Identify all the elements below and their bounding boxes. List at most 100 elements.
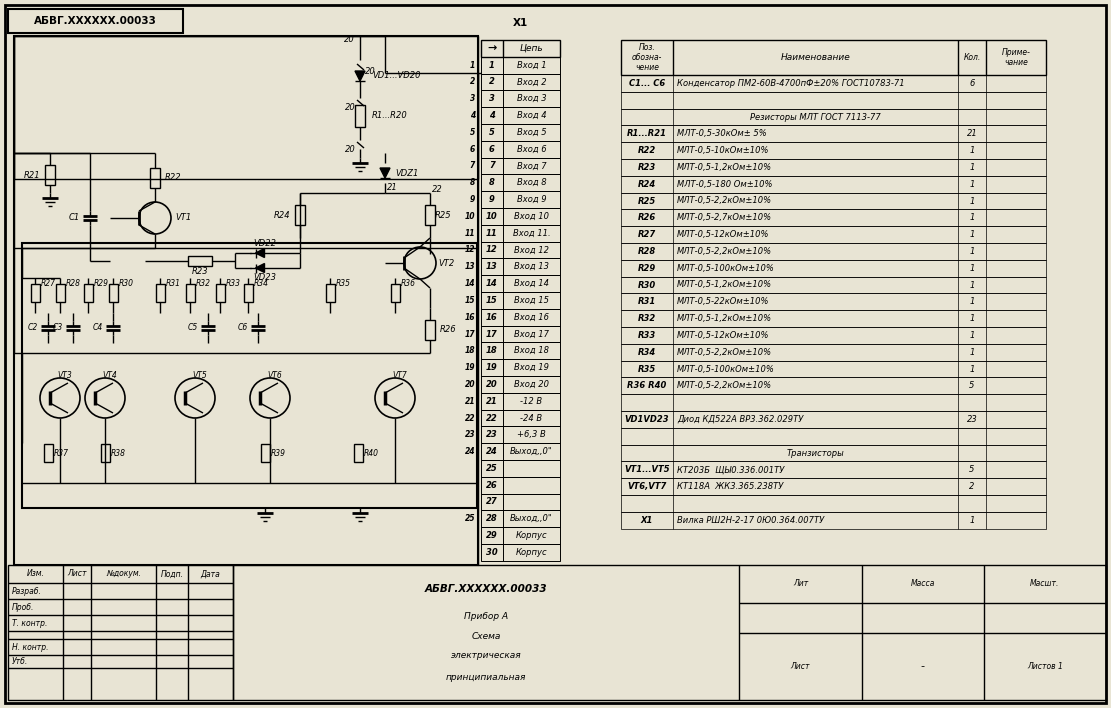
Text: C3: C3 [52,324,63,333]
Bar [8,9,183,33]
Text: Цепь: Цепь [520,44,543,53]
Bar [481,476,560,493]
Text: принципиальная: принципиальная [446,673,527,682]
Text: МЛТ-0,5-10кОм±10%: МЛТ-0,5-10кОм±10% [677,146,770,155]
Bar [621,40,1045,75]
Bar [621,142,1045,159]
Text: МЛТ-0,5-1,2кОм±10%: МЛТ-0,5-1,2кОм±10% [677,163,772,172]
Text: 1: 1 [489,61,494,69]
Bar [481,141,560,158]
Bar [621,92,1045,108]
Text: R31: R31 [166,278,181,287]
Text: 21: 21 [464,396,476,406]
Text: R32: R32 [638,314,657,323]
Bar [481,426,560,443]
Bar [481,191,560,208]
Text: 10: 10 [464,212,476,221]
Text: Вход 9: Вход 9 [517,195,547,204]
Text: Вход 13: Вход 13 [514,262,549,271]
Bar [296,205,306,225]
Bar [156,284,164,302]
Text: МЛТ-0,5-12кОм±10%: МЛТ-0,5-12кОм±10% [677,331,770,340]
Bar [621,478,1045,495]
Text: R36: R36 [401,278,416,287]
Text: 1: 1 [969,331,974,340]
Bar [481,208,560,225]
Text: 20: 20 [487,380,498,389]
Bar [481,493,560,510]
Text: Вход 10: Вход 10 [514,212,549,221]
Bar [426,205,436,225]
Text: R35: R35 [638,365,657,374]
Text: VT3: VT3 [58,370,72,379]
Text: R28: R28 [66,278,81,287]
Text: C1... C6: C1... C6 [629,79,665,88]
Text: +6,3 В: +6,3 В [517,430,546,439]
Text: 5: 5 [969,465,974,474]
Text: R31: R31 [638,297,657,307]
Bar [43,444,52,462]
Bar [8,565,233,700]
Bar [621,176,1045,193]
Text: Вход 4: Вход 4 [517,111,547,120]
Text: МЛТ-0,5-100кОм±10%: МЛТ-0,5-100кОм±10% [677,365,774,374]
Text: 15: 15 [464,296,476,305]
Text: VT6: VT6 [268,370,282,379]
Bar [109,284,118,302]
Bar [46,165,56,185]
Bar [186,284,194,302]
Text: 2: 2 [470,77,476,86]
Text: 23: 23 [487,430,498,439]
Text: R25: R25 [638,197,657,205]
Text: 3: 3 [489,94,494,103]
Bar [621,193,1045,210]
Text: КТ118А  ЖК3.365.238ТУ: КТ118А ЖК3.365.238ТУ [677,482,783,491]
Text: 2: 2 [969,482,974,491]
Text: МЛТ-0,5-1,2кОм±10%: МЛТ-0,5-1,2кОм±10% [677,314,772,323]
Text: Вход 20: Вход 20 [514,380,549,389]
Text: C6: C6 [238,324,248,333]
Text: Лит: Лит [793,579,808,588]
Text: 20: 20 [346,146,356,154]
Text: R21: R21 [23,171,40,180]
Text: R30: R30 [119,278,134,287]
Bar [621,277,1045,293]
Text: 1: 1 [470,61,476,69]
Text: 25: 25 [487,464,498,473]
Text: -24 В: -24 В [520,413,542,423]
Text: C2: C2 [28,324,38,333]
Bar [481,309,560,326]
Text: R1...R20: R1...R20 [372,111,408,120]
Bar [481,527,560,544]
Text: X1: X1 [641,515,653,525]
Text: Выход,,0": Выход,,0" [510,447,553,456]
Text: 26: 26 [487,481,498,490]
Bar [621,462,1045,478]
Text: 18: 18 [464,346,476,355]
Text: VDZ1: VDZ1 [396,169,419,178]
Text: R26: R26 [638,213,657,222]
Text: Вход 5: Вход 5 [517,128,547,137]
Text: АБВГ.XXXXXX.00033: АБВГ.XXXXXX.00033 [424,584,548,594]
Text: 15: 15 [487,296,498,305]
Text: 11: 11 [487,229,498,238]
Text: электрическая: электрическая [451,651,521,660]
Polygon shape [380,168,390,178]
Text: 16: 16 [464,313,476,321]
Bar [481,241,560,258]
Text: R34: R34 [638,348,657,357]
Text: Дата: Дата [201,569,220,578]
Text: Прибор А: Прибор А [464,612,508,621]
Bar [621,310,1045,327]
Bar [481,225,560,241]
Text: 18: 18 [487,346,498,355]
Text: Схема: Схема [471,632,501,641]
Text: VD23: VD23 [253,273,277,282]
Text: R37: R37 [54,448,69,457]
Text: МЛТ-0,5-30кОм± 5%: МЛТ-0,5-30кОм± 5% [677,130,767,138]
Text: R28: R28 [638,247,657,256]
Text: R32: R32 [196,278,211,287]
Text: Вход 7: Вход 7 [517,161,547,171]
Text: Лист: Лист [791,662,810,670]
Text: VT5: VT5 [192,370,208,379]
